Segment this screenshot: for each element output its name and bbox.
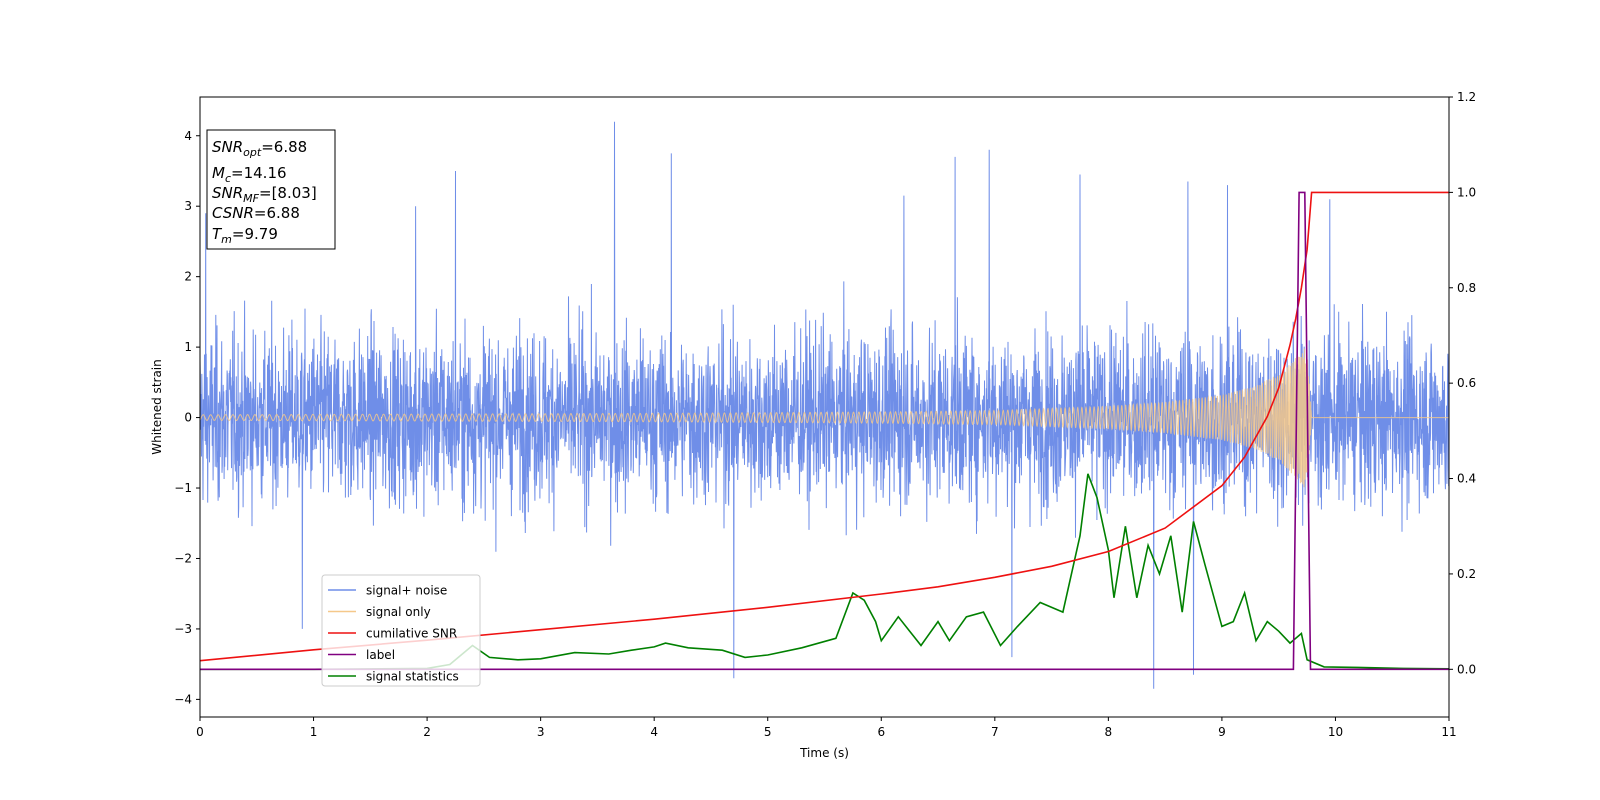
legend-entry: signal only — [366, 605, 431, 619]
x-tick-label: 4 — [650, 725, 658, 739]
x-tick-label: 3 — [537, 725, 545, 739]
y-tick-label: −3 — [174, 622, 192, 636]
x-tick-label: 9 — [1218, 725, 1226, 739]
legend-frame — [321, 574, 481, 687]
info-csnr: CSNR=6.88 — [212, 204, 300, 222]
x-axis-label: Time (s) — [799, 746, 849, 760]
series-layer — [200, 121, 1449, 689]
x-tick-label: 1 — [310, 725, 318, 739]
y-tick-label: −4 — [174, 692, 192, 706]
x-tick-label: 8 — [1105, 725, 1113, 739]
y2-tick-label: 0.0 — [1457, 662, 1476, 676]
y2-tick-label: 1.2 — [1457, 90, 1476, 104]
y-tick-label: −2 — [174, 551, 192, 565]
legend-entry: cumilative SNR — [366, 627, 457, 641]
y2-tick-label: 0.6 — [1457, 376, 1476, 390]
info-mc: Mc=14.16 — [212, 164, 287, 185]
y-tick-label: 3 — [184, 199, 192, 213]
x-tick-label: 6 — [877, 725, 885, 739]
series-label — [200, 191, 1449, 671]
legend-entry: label — [366, 648, 395, 662]
legend-entry: signal statistics — [366, 670, 459, 684]
info-tm: Tm=9.79 — [212, 225, 278, 246]
y2-tick-label: 0.2 — [1457, 567, 1476, 581]
series-signal-only — [200, 348, 1449, 488]
x-tick-label: 5 — [764, 725, 772, 739]
x-tick-label: 10 — [1328, 725, 1343, 739]
series-signal-statistics — [200, 473, 1449, 671]
x-axis: 0 1 2 3 4 5 6 7 8 9 10 11 — [196, 717, 1457, 739]
y-tick-label: 4 — [184, 129, 192, 143]
y-tick-label: 0 — [184, 411, 192, 425]
y-axis-right: 0.0 0.2 0.4 0.6 0.8 1.0 1.2 — [1449, 90, 1476, 676]
plot-area — [199, 96, 1450, 718]
x-tick-label: 0 — [196, 725, 204, 739]
info-box-frame — [206, 129, 336, 250]
x-tick-label: 7 — [991, 725, 999, 739]
info-snr-opt: SNRopt=6.88 — [212, 138, 307, 159]
y-axis-left: −4 −3 −2 −1 0 1 2 3 4 — [174, 129, 200, 706]
y-tick-label: 1 — [184, 340, 192, 354]
legend: signal+ noise signal only cumilative SNR la… — [321, 574, 481, 687]
y-tick-label: −1 — [174, 481, 192, 495]
y-axis-label: Whitened strain — [150, 359, 164, 455]
y2-tick-label: 0.8 — [1457, 281, 1476, 295]
info-snr-mf: SNRMF=[8.03] — [212, 184, 317, 205]
y2-tick-label: 1.0 — [1457, 185, 1476, 199]
legend-entry: signal+ noise — [366, 584, 447, 598]
x-tick-label: 2 — [423, 725, 431, 739]
x-tick-label: 11 — [1441, 725, 1456, 739]
plot-frame — [199, 96, 1450, 718]
info-box: SNRopt=6.88 Mc=14.16 SNRMF=[8.03] CSNR=6… — [206, 129, 336, 250]
y2-tick-label: 0.4 — [1457, 472, 1476, 486]
y-tick-label: 2 — [184, 270, 192, 284]
